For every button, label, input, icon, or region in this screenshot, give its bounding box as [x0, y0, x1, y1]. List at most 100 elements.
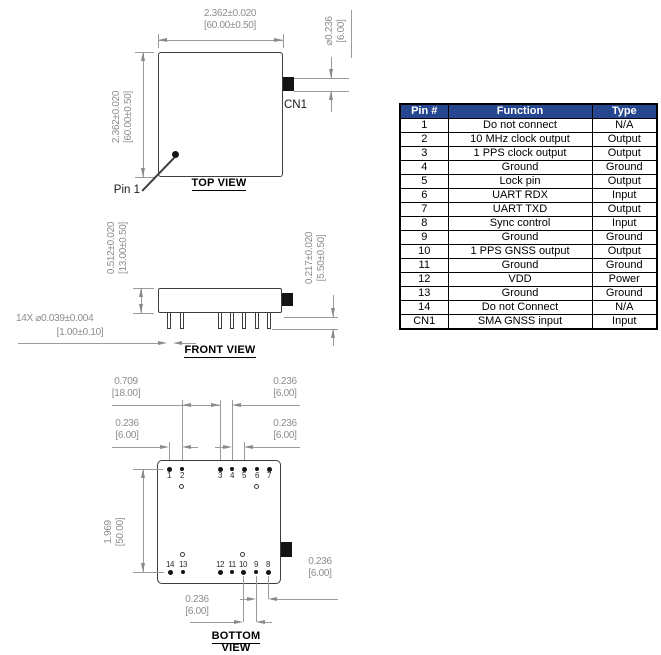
dim-arrow	[140, 563, 145, 572]
table-row: 1 Do not connect N/A	[399, 118, 658, 133]
table-row: 8 Sync control Input	[399, 216, 658, 231]
extension-line	[133, 469, 163, 470]
dim-arrow	[138, 288, 143, 297]
dim-arrow	[140, 168, 145, 177]
dim-line	[241, 405, 300, 406]
dim-arrow	[274, 37, 283, 42]
pin-table-header-row: Pin # Function Type	[399, 103, 658, 119]
pin-number: 4	[230, 471, 234, 480]
front-pin	[180, 313, 184, 329]
dim-line	[331, 91, 332, 112]
dim-bottom-pitch-left: 0.236 [6.00]	[97, 418, 157, 442]
dim-arrow	[173, 340, 182, 345]
table-cell: UART RDX	[447, 188, 593, 203]
dim-bottom-pitch-bottom-center: 0.236 [6.00]	[167, 594, 227, 618]
dim-line	[333, 295, 334, 317]
table-cell: 1	[399, 118, 449, 133]
dim-front-height: 0.512±0.020 [13.00±0.50]	[106, 211, 132, 285]
pin-number: 2	[180, 471, 184, 480]
pin-dot	[180, 467, 184, 471]
pin-number: 3	[218, 471, 222, 480]
extension-line	[243, 576, 244, 622]
table-cell: Input	[591, 314, 658, 330]
pin-number: 12	[216, 560, 224, 569]
table-cell: Output	[591, 244, 658, 259]
dim-line	[190, 622, 234, 623]
extension-line	[220, 400, 221, 466]
dim-arrow	[328, 91, 333, 100]
dim-pin-diameter-inch: 14X ⌀0.039±0.004	[16, 313, 94, 324]
table-row: 9 Ground Ground	[399, 230, 658, 245]
dim-arrow	[158, 340, 167, 345]
dim-value-mm: [6.00]	[273, 430, 297, 441]
dim-value-inch: 0.217±0.020	[304, 231, 315, 285]
extension-line	[158, 34, 159, 48]
table-cell: 5	[399, 174, 449, 189]
table-cell: Ground	[447, 286, 593, 301]
dim-value-inch: 2.362±0.020	[203, 8, 257, 19]
dim-line	[191, 447, 198, 448]
dim-value-inch: 0.236	[185, 594, 209, 605]
table-cell: CN1	[399, 314, 449, 330]
pin-number: 10	[239, 560, 247, 569]
pin-number: 7	[267, 471, 271, 480]
pin1-indicator-dot	[172, 151, 179, 158]
table-row: 7 UART TXD Output	[399, 202, 658, 217]
pin-table-header-pin: Pin #	[399, 103, 449, 119]
pin-number: 6	[255, 471, 259, 480]
dim-cn1-diameter: ⌀0.236 [6.00]	[324, 7, 350, 55]
front-pin	[218, 313, 222, 329]
pin-dot	[166, 466, 172, 472]
pin-index-circle	[240, 552, 245, 557]
dim-arrow	[247, 596, 256, 601]
pin-table-body: 1 Do not connect N/A 2 10 MHz clock output Ou…	[399, 118, 658, 330]
dim-arrow	[234, 619, 243, 624]
connector-label: CN1	[284, 99, 308, 111]
table-cell: Output	[591, 202, 658, 217]
dim-value-inch: 0.236	[273, 376, 297, 387]
table-cell: 3	[399, 146, 449, 161]
pin-dot	[255, 467, 259, 471]
table-cell: Output	[591, 174, 658, 189]
dim-value-mm: [13.00±0.50]	[118, 222, 129, 274]
dim-value-mm: [60.00±0.50]	[123, 91, 134, 143]
dim-value-mm: [6.00]	[308, 568, 332, 579]
dim-line	[265, 622, 272, 623]
module-body-front-view	[158, 288, 282, 313]
table-cell: N/A	[591, 300, 658, 315]
dim-value-mm: [6.00]	[336, 19, 347, 43]
dim-line	[112, 447, 160, 448]
front-pin	[167, 313, 171, 329]
extension-line	[284, 317, 338, 318]
table-cell: Sync control	[447, 216, 593, 231]
dim-line	[143, 469, 144, 572]
dim-arrow	[256, 619, 265, 624]
dim-arrow	[211, 402, 220, 407]
sma-connector-side	[282, 293, 293, 306]
pin-number: 1	[167, 471, 171, 480]
extension-line	[135, 52, 154, 53]
dim-top-width: 2.362±0.020 [60.00±0.50]	[188, 8, 272, 32]
table-cell: Ground	[447, 230, 593, 245]
dim-arrow	[244, 444, 253, 449]
pin-table: Pin # Function Type 1 Do not connect N/A 2 1…	[399, 103, 658, 330]
pin-index-circle	[254, 484, 259, 489]
pin-table-header-function: Function	[447, 103, 593, 119]
table-cell: 1 PPS GNSS output	[447, 244, 593, 259]
table-cell: Ground	[591, 160, 658, 175]
dim-arrow	[160, 444, 169, 449]
dim-arrow	[330, 308, 335, 317]
dim-arrow	[330, 329, 335, 338]
extension-line	[133, 288, 154, 289]
pin-dot	[230, 467, 234, 471]
dim-line	[331, 57, 332, 78]
pin-table-header-type: Type	[591, 103, 658, 119]
dim-leader-line	[182, 343, 196, 344]
table-cell: 10 MHz clock output	[447, 132, 593, 147]
dim-top-height: 2.362±0.020 [60.00±0.50]	[111, 83, 137, 151]
extension-line	[283, 34, 284, 48]
dim-value-mm: [5.50±0.50]	[316, 234, 327, 282]
front-view-label: FRONT VIEW	[184, 344, 256, 358]
dim-value-inch: 0.236	[273, 418, 297, 429]
table-cell: 10	[399, 244, 449, 259]
